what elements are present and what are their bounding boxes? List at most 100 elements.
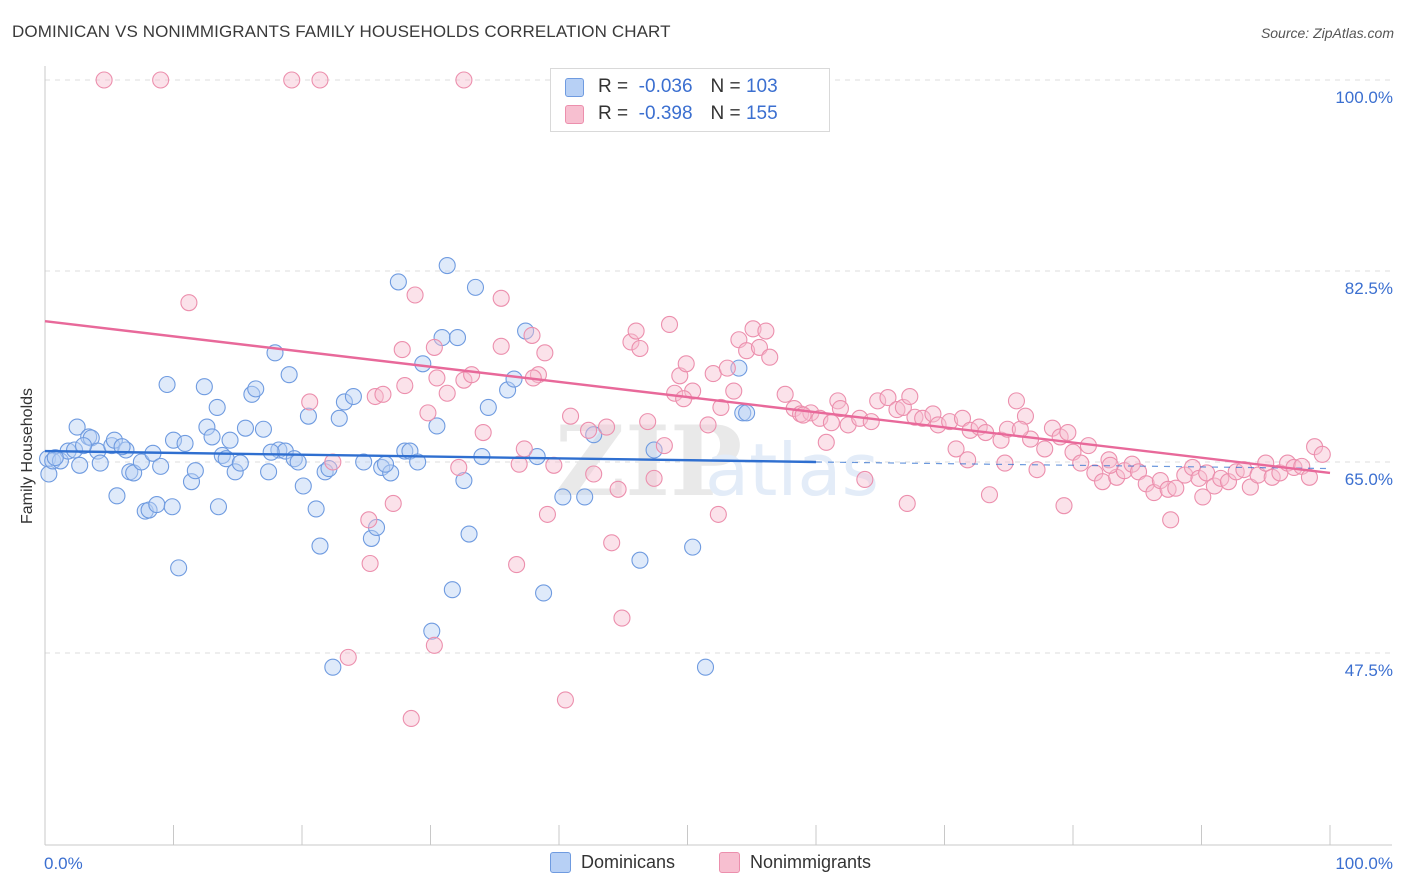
data-point-dominicans [231,454,249,472]
data-point-dominicans [46,449,64,467]
data-point-nonimmigrants [301,393,319,411]
data-point-dominicans [335,393,353,411]
data-point-nonimmigrants [152,71,170,89]
data-point-nonimmigrants [492,337,510,355]
legend-n-value: 155 [745,103,778,124]
data-point-nonimmigrants [862,413,880,431]
legend-swatch-dominicans [565,77,584,97]
data-point-nonimmigrants [425,338,443,356]
correlation-legend: R = -0.036 N = 103 R = -0.398 N = 155 [550,68,830,132]
data-point-nonimmigrants [455,71,473,89]
data-point-dominicans [247,380,265,398]
data-point-dominicans [528,447,546,466]
data-point-dominicans [299,407,317,425]
data-point-nonimmigrants [655,437,673,455]
data-point-nonimmigrants [508,556,526,574]
data-point-nonimmigrants [1007,392,1026,410]
data-point-nonimmigrants [627,322,645,340]
data-point-nonimmigrants [463,366,481,384]
data-point-dominicans [355,453,373,471]
data-point-dominicans [209,498,228,516]
dominicans-points [39,256,756,676]
data-point-nonimmigrants [492,289,510,307]
legend-n-label: N = [710,103,741,124]
data-point-dominicans [289,453,307,471]
data-point-nonimmigrants [361,554,379,573]
data-point-nonimmigrants [996,454,1014,472]
data-point-nonimmigrants [1059,423,1077,442]
data-point-nonimmigrants [1016,407,1035,425]
data-point-dominicans [186,462,204,480]
data-point-nonimmigrants [1129,463,1148,481]
data-point-nonimmigrants [901,387,919,406]
data-point-nonimmigrants [831,399,849,418]
data-point-dominicans [68,418,86,436]
data-point-dominicans [324,658,342,676]
data-point-dominicans [554,488,572,506]
data-point-dominicans [499,381,517,399]
data-point-nonimmigrants [360,511,378,529]
data-point-nonimmigrants [538,505,556,523]
data-point-dominicans [330,409,348,427]
legend-r-label: R = [598,76,629,97]
data-point-dominicans [262,443,280,461]
legend-label-nonimmigrants: Nonimmigrants [750,852,872,872]
data-point-dominicans [113,438,131,456]
data-point-dominicans [311,537,329,555]
data-point-dominicans [40,465,58,483]
data-point-nonimmigrants [510,455,528,473]
data-point-dominicans [260,463,278,481]
y-tick-label: 100.0% [1335,88,1393,107]
data-point-dominicans [466,278,485,296]
data-point-dominicans [195,378,213,396]
y-tick-label: 82.5% [1345,279,1393,298]
data-point-nonimmigrants [562,407,580,425]
source-label: Source: ZipAtlas.com [1260,25,1394,41]
data-point-nonimmigrants [869,392,887,410]
data-point-dominicans [307,500,325,518]
data-point-dominicans [294,477,312,495]
data-point-nonimmigrants [283,71,301,89]
data-point-nonimmigrants [609,480,627,498]
legend-swatch-nonimmigrants [565,104,584,124]
data-point-nonimmigrants [474,423,492,442]
data-point-nonimmigrants [631,339,649,358]
gridlines [45,79,1392,654]
data-point-dominicans [414,355,432,373]
data-point-dominicans [148,496,166,514]
data-point-nonimmigrants [947,440,965,458]
y-axis-label: Family Households [19,387,36,525]
data-point-nonimmigrants [406,286,424,304]
data-point-dominicans [170,559,188,577]
x-tick-label: 0.0% [44,854,83,873]
data-point-nonimmigrants [536,344,554,362]
data-point-nonimmigrants [660,315,679,334]
data-point-dominicans [221,431,239,449]
data-point-nonimmigrants [393,341,411,359]
data-point-dominicans [203,428,221,446]
watermark-atlas: atlas [705,428,879,512]
data-point-nonimmigrants [622,333,640,351]
data-point-nonimmigrants [1313,445,1331,463]
data-point-nonimmigrants [712,398,730,416]
legend-item-dominicans[interactable]: Dominicans [550,852,675,873]
data-point-dominicans [696,658,715,676]
legend-item-nonimmigrants[interactable]: Nonimmigrants [719,852,871,873]
data-point-nonimmigrants [1194,488,1212,506]
data-point-dominicans [460,525,478,543]
data-point-nonimmigrants [639,413,657,431]
data-point-dominicans [738,404,756,422]
data-point-nonimmigrants [941,413,959,431]
data-point-nonimmigrants [613,609,631,627]
data-point-nonimmigrants [585,465,603,483]
data-point-dominicans [428,417,446,435]
data-point-nonimmigrants [1167,479,1185,497]
data-point-dominicans [382,464,400,482]
data-point-nonimmigrants [438,384,456,402]
data-point-nonimmigrants [1055,497,1073,515]
data-point-dominicans [344,387,362,406]
data-point-nonimmigrants [718,359,736,377]
data-point-nonimmigrants [402,709,420,728]
legend-row-nonimmigrants: R = -0.398 N = 155 [565,102,778,126]
